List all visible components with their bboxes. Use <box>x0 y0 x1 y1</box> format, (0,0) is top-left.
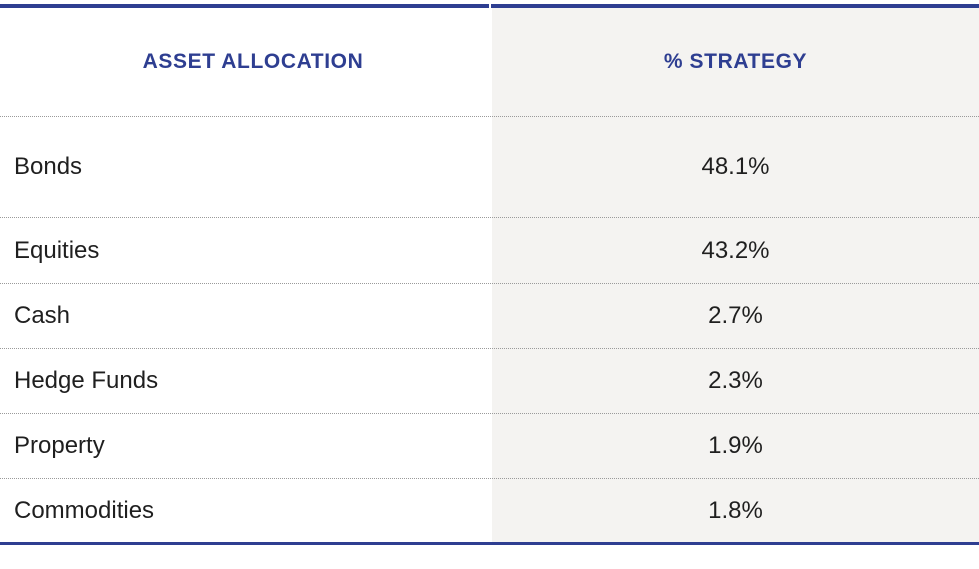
strategy-column-background <box>492 8 979 542</box>
row-label: Cash <box>14 302 71 329</box>
row-divider <box>0 413 979 414</box>
row-value: 2.7% <box>708 302 763 329</box>
row-label: Bonds <box>14 153 83 180</box>
row-label: Commodities <box>14 496 155 524</box>
column-header-strategy: % STRATEGY <box>663 50 808 73</box>
top-rule-left <box>0 4 489 8</box>
row-value: 48.1% <box>701 153 770 180</box>
asset-allocation-table: ASSET ALLOCATION % STRATEGY Bonds 48.1% … <box>0 4 979 545</box>
table-row-commodities: Commodities 1.8% <box>0 479 979 542</box>
header-row: ASSET ALLOCATION % STRATEGY <box>0 8 979 116</box>
table-row-equities: Equities 43.2% <box>0 218 979 283</box>
row-value: 43.2% <box>701 236 770 264</box>
row-label: Hedge Funds <box>14 367 159 394</box>
row-value: 1.8% <box>708 496 763 524</box>
row-label: Property <box>14 432 105 459</box>
row-divider <box>0 283 979 284</box>
row-value: 2.3% <box>708 367 763 394</box>
table-row-property: Property 1.9% <box>0 414 979 478</box>
table-row-cash: Cash 2.7% <box>0 284 979 348</box>
table-row-bonds: Bonds 48.1% <box>0 117 979 217</box>
row-divider <box>0 217 979 218</box>
table-row-hedge-funds: Hedge Funds 2.3% <box>0 349 979 413</box>
row-divider <box>0 348 979 349</box>
header-divider <box>0 116 979 117</box>
row-value: 1.9% <box>708 432 763 459</box>
top-rule-right <box>491 4 979 8</box>
column-header-asset-allocation: ASSET ALLOCATION <box>142 50 364 73</box>
top-rule <box>0 4 979 8</box>
row-divider <box>0 478 979 479</box>
row-label: Equities <box>14 236 100 264</box>
bottom-rule <box>0 542 979 545</box>
